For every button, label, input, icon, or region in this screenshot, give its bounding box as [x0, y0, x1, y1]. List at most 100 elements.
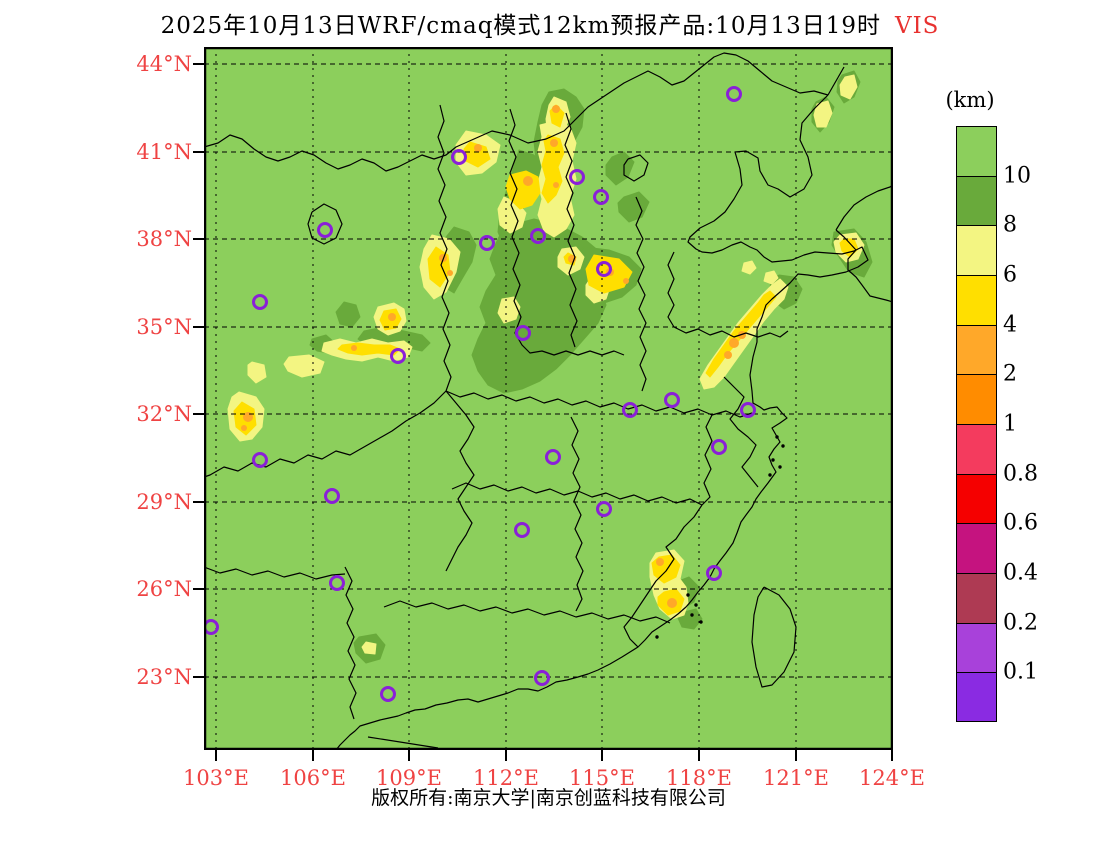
province-border	[827, 66, 845, 96]
colorbar-cell	[956, 473, 997, 524]
visibility-patch-o	[667, 598, 677, 608]
colorbar-level-label: 4	[1003, 312, 1017, 338]
visibility-patch-ly	[283, 354, 325, 378]
station-marker	[596, 261, 612, 277]
colorbar-cell	[956, 572, 997, 623]
station-marker	[530, 228, 546, 244]
island-dot	[778, 465, 782, 469]
colorbar-cell	[956, 523, 997, 573]
colorbar-cell	[956, 374, 997, 424]
province-border	[335, 94, 869, 750]
visibility-patch-o	[447, 270, 453, 276]
province-border	[667, 251, 789, 338]
colorbar-cell	[956, 423, 997, 474]
island-dot	[699, 620, 703, 624]
province-border	[344, 566, 357, 720]
map-frame	[204, 47, 893, 750]
colorbar-level-label: 0.1	[1003, 659, 1038, 685]
visibility-patch-ly	[763, 270, 779, 285]
lat-tick-mark	[193, 238, 204, 240]
station-marker	[711, 439, 727, 455]
lat-tick-label: 44°N	[136, 52, 192, 76]
visibility-patch-o	[550, 139, 558, 147]
lat-tick-mark	[193, 413, 204, 415]
station-marker	[622, 402, 638, 418]
province-border	[570, 416, 584, 612]
map-canvas	[204, 47, 893, 750]
island-dot	[771, 458, 775, 462]
lat-tick-label: 23°N	[136, 665, 192, 689]
station-marker	[252, 294, 268, 310]
colorbar-level-label: 1	[1003, 411, 1017, 437]
island-dot	[655, 635, 659, 639]
colorbar-cell	[956, 622, 997, 673]
colorbar-level-label: 0.4	[1003, 560, 1038, 586]
visibility-patch-dg	[617, 191, 650, 223]
station-marker	[390, 348, 406, 364]
visibility-patch-o	[623, 278, 629, 284]
station-marker	[380, 686, 396, 702]
province-border	[307, 203, 343, 245]
colorbar-level-label: 6	[1003, 262, 1017, 288]
station-marker	[515, 325, 531, 341]
lon-tick-mark	[312, 750, 314, 761]
station-marker	[317, 222, 333, 238]
station-marker	[726, 86, 742, 102]
lon-tick-mark	[601, 750, 603, 761]
station-marker	[534, 670, 550, 686]
province-border	[723, 376, 759, 488]
page-title: 2025年10月13日WRF/cmaq模式12km预报产品:10月13日19时 V…	[0, 6, 1100, 40]
visibility-patch-ly	[247, 361, 267, 384]
lat-tick-mark	[193, 588, 204, 590]
island-dot	[690, 613, 694, 617]
province-border	[367, 736, 439, 749]
lon-tick-label: 103°E	[183, 766, 249, 790]
visibility-patch-o	[724, 351, 732, 359]
lon-tick-mark	[215, 750, 217, 761]
visibility-patch-ly	[741, 260, 757, 275]
province-border	[835, 229, 893, 303]
colorbar-cell	[956, 324, 997, 375]
lat-tick-label: 29°N	[136, 490, 192, 514]
lon-tick-label: 109°E	[376, 766, 442, 790]
lon-tick-mark	[795, 750, 797, 761]
copyright-text: 版权所有:南京大学|南京创蓝科技有限公司	[371, 787, 726, 809]
island-dot	[686, 593, 690, 597]
station-marker	[329, 575, 345, 591]
colorbar-cell	[956, 175, 997, 226]
lat-tick-label: 41°N	[136, 140, 192, 164]
colorbar	[956, 126, 997, 722]
colorbar-cell	[956, 225, 997, 275]
lon-tick-mark	[408, 750, 410, 761]
colorbar-level-label: 10	[1003, 163, 1031, 189]
colorbar-unit: (km)	[945, 88, 995, 112]
visibility-patch-ly	[839, 74, 858, 100]
lon-tick-label: 106°E	[280, 766, 346, 790]
province-border	[635, 196, 647, 392]
lat-tick-mark	[193, 676, 204, 678]
lat-tick-label: 38°N	[136, 227, 192, 251]
lon-tick-label: 115°E	[569, 766, 635, 790]
lon-tick-label: 112°E	[473, 766, 539, 790]
station-marker	[664, 392, 680, 408]
station-marker	[706, 565, 722, 581]
lon-tick-mark	[891, 750, 893, 761]
visibility-patch-ly	[361, 641, 377, 655]
lon-tick-label: 121°E	[763, 766, 829, 790]
lat-tick-mark	[193, 326, 204, 328]
visibility-patch-o	[738, 331, 746, 339]
station-marker	[569, 169, 585, 185]
lon-tick-mark	[505, 750, 507, 761]
visibility-patch-o	[656, 558, 664, 566]
colorbar-level-label: 0.6	[1003, 510, 1038, 536]
province-border	[445, 390, 475, 572]
island-dot	[781, 444, 785, 448]
island-dot	[768, 473, 772, 477]
province-border	[623, 154, 649, 182]
colorbar-level-label: 0.8	[1003, 461, 1038, 487]
title-main: 2025年10月13日WRF/cmaq模式12km预报产品:10月13日19时	[160, 13, 881, 39]
visibility-patch-o	[553, 182, 559, 188]
station-marker	[596, 501, 612, 517]
visibility-patch-o	[729, 338, 739, 348]
colorbar-level-label: 2	[1003, 361, 1017, 387]
